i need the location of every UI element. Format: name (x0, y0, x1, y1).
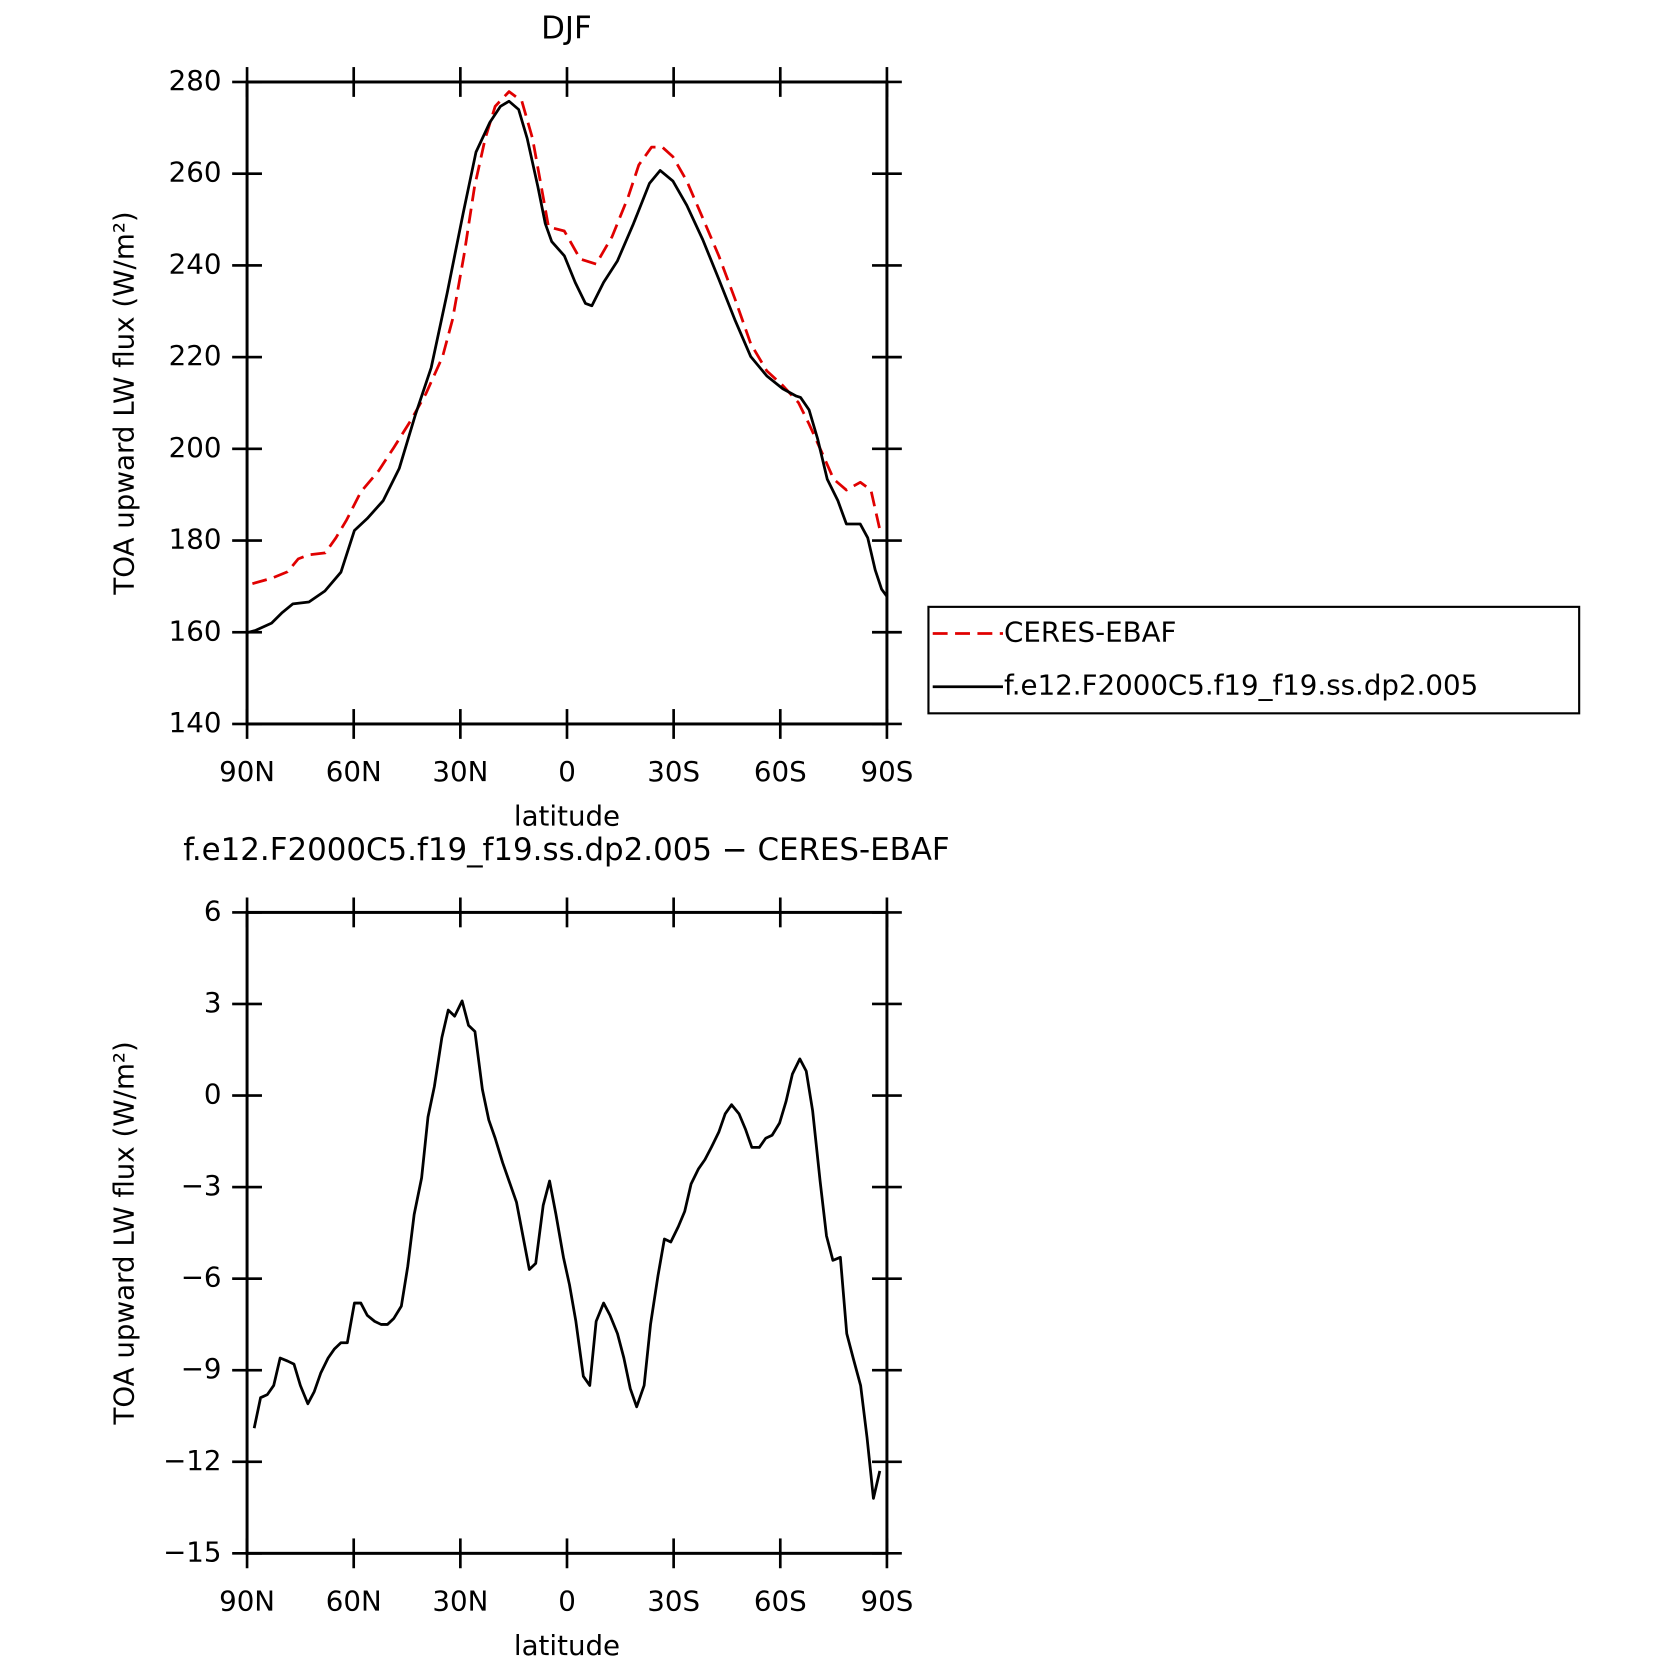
plot-frame (245, 910, 889, 1555)
y-axis-label: TOA upward LW flux (W/m²) (108, 1041, 141, 1425)
x-tick-label: 90N (219, 1584, 275, 1617)
y-tick-label: −6 (181, 1261, 222, 1294)
y-tick-label: 3 (204, 986, 222, 1019)
x-tick-label: 90N (219, 755, 275, 788)
y-tick-label: 240 (169, 247, 222, 280)
x-tick-label: 30N (432, 755, 488, 788)
x-tick-label: 60S (754, 755, 807, 788)
y-tick-label: −12 (163, 1444, 221, 1477)
x-tick-label: 90S (861, 1584, 914, 1617)
x-tick-label: 0 (558, 1584, 576, 1617)
y-tick-label: 200 (169, 431, 222, 464)
x-axis-label: latitude (514, 1629, 620, 1662)
x-tick-label: 30N (432, 1584, 488, 1617)
y-tick-label: 280 (169, 64, 222, 97)
y-tick-label: 260 (169, 156, 222, 189)
y-tick-label: 220 (169, 339, 222, 372)
x-axis-label: latitude (514, 800, 620, 833)
x-tick-label: 60S (754, 1584, 807, 1617)
x-tick-label: 60N (326, 755, 382, 788)
x-tick-label: 30S (647, 1584, 700, 1617)
y-tick-label: 180 (169, 523, 222, 556)
y-tick-label: 140 (169, 706, 222, 739)
legend-box (927, 605, 1581, 715)
x-tick-label: 90S (861, 755, 914, 788)
plot-frame (245, 80, 889, 726)
y-tick-label: −3 (181, 1169, 222, 1202)
chart-title: f.e12.F2000C5.f19_f19.ss.dp2.005 − CERES… (183, 832, 949, 868)
chart-title: DJF (541, 10, 592, 46)
y-axis-label: TOA upward LW flux (W/m²) (108, 211, 141, 595)
legend-label: CERES-EBAF (1004, 615, 1176, 648)
data-line (246, 99, 889, 635)
x-tick-label: 60N (326, 1584, 382, 1617)
y-tick-label: −15 (163, 1535, 221, 1568)
x-tick-label: 0 (558, 755, 576, 788)
data-line (252, 90, 882, 585)
x-tick-label: 30S (647, 755, 700, 788)
y-tick-label: 6 (204, 894, 222, 927)
y-tick-label: 0 (204, 1078, 222, 1111)
y-tick-label: −9 (181, 1352, 222, 1385)
data-line (252, 999, 882, 1500)
y-tick-label: 160 (169, 614, 222, 647)
legend-label: f.e12.F2000C5.f19_f19.ss.dp2.005 (1004, 669, 1478, 702)
